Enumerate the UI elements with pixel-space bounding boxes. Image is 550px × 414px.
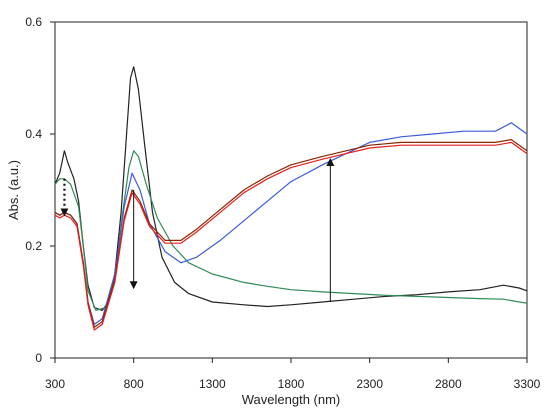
series-line-5: [55, 142, 527, 330]
x-tick-label: 3300: [514, 377, 541, 391]
y-tick-label: 0: [35, 351, 42, 365]
y-tick-label: 0.4: [25, 127, 42, 141]
series-line-2: [55, 151, 527, 311]
x-tick-label: 2300: [356, 377, 383, 391]
x-tick-label: 800: [124, 377, 144, 391]
y-tick-label: 0.6: [25, 15, 42, 29]
x-tick-label: 1800: [278, 377, 305, 391]
x-tick-label: 2800: [435, 377, 462, 391]
y-axis-title: Abs. (a.u.): [6, 160, 21, 220]
x-tick-label: 1300: [199, 377, 226, 391]
x-tick-label: 300: [45, 377, 65, 391]
y-tick-label: 0.2: [25, 239, 42, 253]
x-axis-title: Wavelength (nm): [242, 392, 341, 407]
